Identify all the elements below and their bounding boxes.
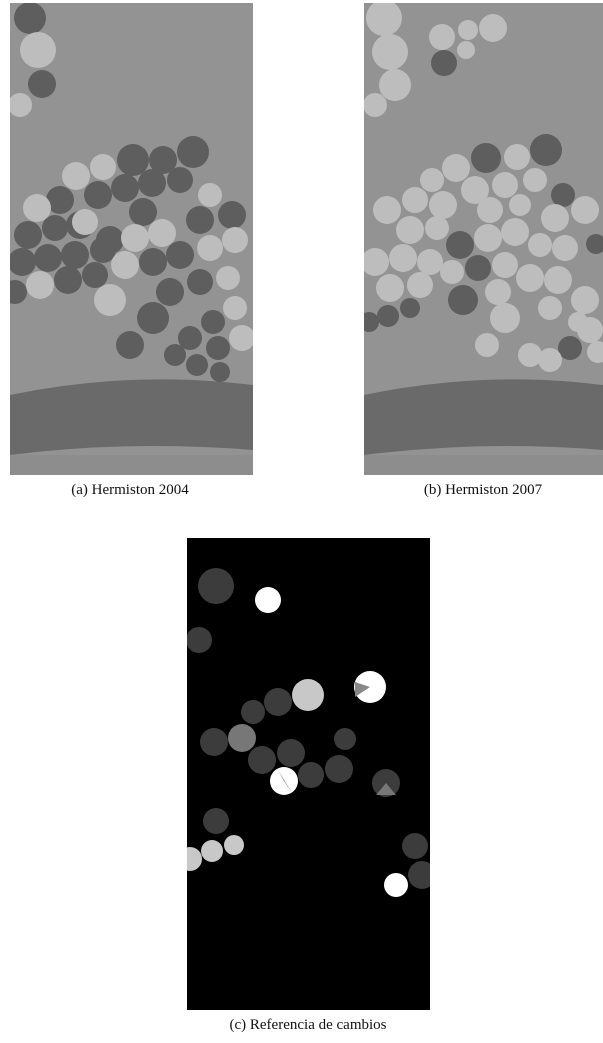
caption: (c) Referencia de cambios <box>230 1017 387 1034</box>
image-b <box>359 0 603 475</box>
page: (a) Hermiston 2004 (b) Hermiston 2007 (c… <box>0 0 603 1043</box>
figure <box>0 0 603 1043</box>
image-c <box>178 538 436 1010</box>
caption: (a) Hermiston 2004 <box>71 482 188 499</box>
caption: (b) Hermiston 2007 <box>424 482 542 499</box>
image-a <box>3 2 255 475</box>
